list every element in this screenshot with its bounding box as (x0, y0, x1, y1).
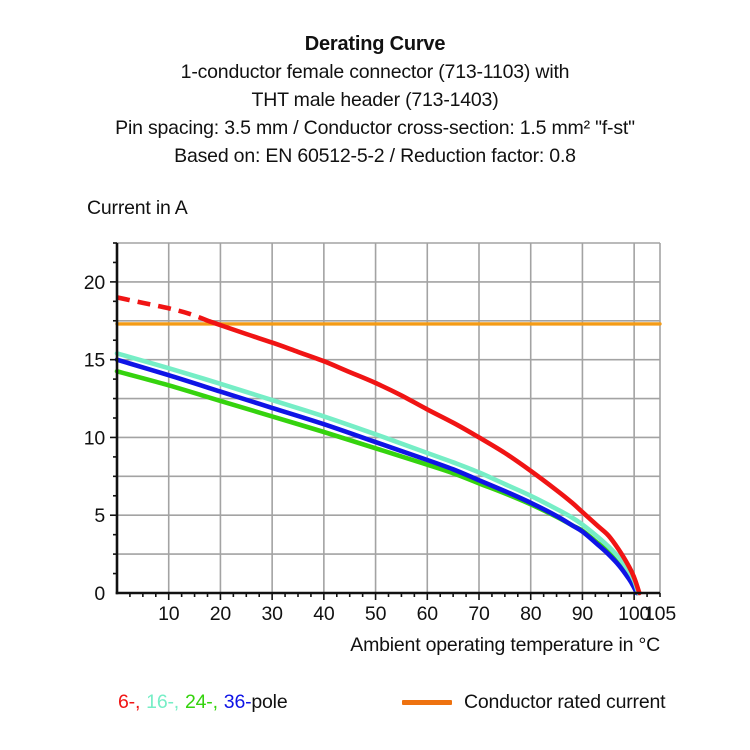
x-tick-label-40: 40 (313, 603, 335, 625)
legend-row: 6-, 16-, 24-, 36-pole Conductor rated curre… (0, 691, 750, 717)
curve-24-pole (114, 369, 640, 596)
chart-subtitle-line-4: Based on: EN 60512-5-2 / Reduction facto… (174, 145, 576, 167)
conductor-legend: Conductor rated current (402, 691, 666, 714)
title-block: Derating Curve 1-conductor female connec… (0, 30, 750, 170)
x-tick-label-10: 10 (158, 603, 180, 625)
legend-item-24-pole: 24-, (184, 691, 218, 713)
curve-16-pole (114, 351, 641, 596)
x-tick-label-80: 80 (520, 603, 542, 625)
curve-6-pole-dashed (116, 295, 211, 324)
x-tick-label-20: 20 (210, 603, 232, 625)
x-tick-label-30: 30 (261, 603, 283, 625)
x-axis-label: Ambient operating temperature in °C (350, 634, 660, 656)
x-tick-label-90: 90 (572, 603, 594, 625)
legend-item-6-pole: 6-, (118, 691, 141, 713)
legend-item-36-pole: 36- (223, 691, 252, 713)
chart-subtitle-line-2: THT male header (713-1403) (251, 89, 499, 111)
x-tick-label-50: 50 (365, 603, 387, 625)
chart-subtitle-line-3: Pin spacing: 3.5 mm / Conductor cross-se… (115, 117, 635, 139)
chart-title: Derating Curve (304, 33, 446, 55)
conductor-rated-current-swatch (402, 700, 452, 705)
x-tick-label-100: 100 (618, 603, 650, 625)
curve-36-pole (114, 357, 639, 596)
x-tick-label-70: 70 (468, 603, 490, 625)
curve-6-pole (207, 319, 642, 596)
legend-item-pole: pole (251, 691, 288, 713)
legend-item-16-pole: 16-, (146, 691, 179, 713)
y-tick-label-5: 5 (94, 505, 105, 527)
y-axis-label: Current in A (87, 197, 188, 219)
chart-subtitle-line-1: 1-conductor female connector (713-1103) … (180, 61, 570, 83)
y-tick-label-20: 20 (84, 272, 106, 294)
y-tick-label-15: 15 (84, 350, 106, 372)
y-tick-label-10: 10 (84, 427, 106, 449)
y-tick-label-0: 0 (94, 583, 105, 605)
poles-legend: 6-, 16-, 24-, 36-pole (118, 691, 288, 714)
x-tick-label-60: 60 (417, 603, 439, 625)
conductor-legend-label: Conductor rated current (464, 691, 666, 713)
x-tick-label-105: 105 (644, 603, 676, 625)
